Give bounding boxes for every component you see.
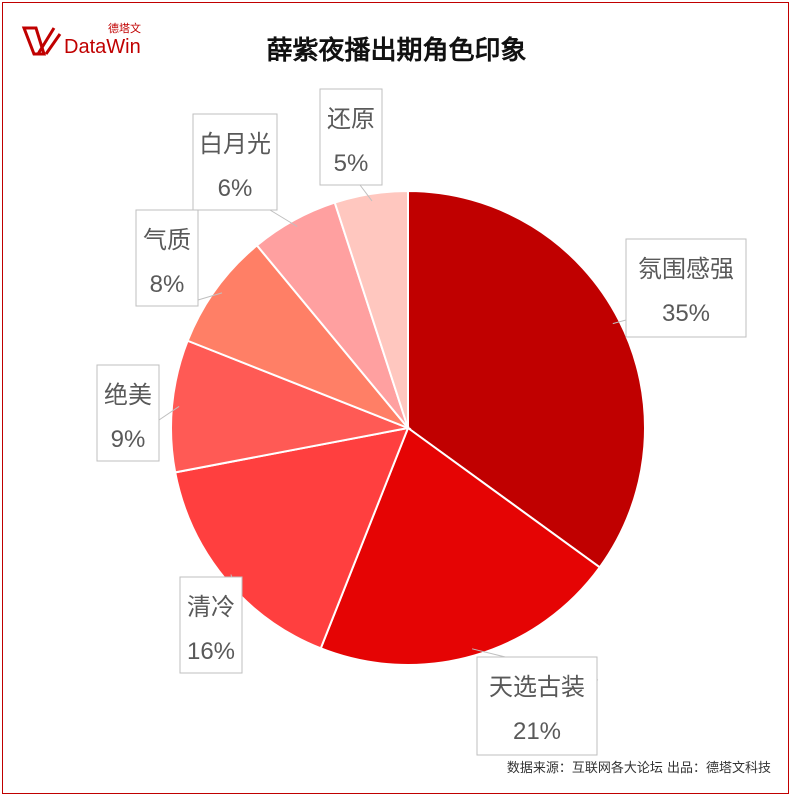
label-leader-line [269, 209, 298, 227]
logo: 德塔文 DataWin [16, 18, 146, 64]
chart-title: 薛紫夜播出期角色印象 [266, 36, 527, 66]
logo-cn-text: 德塔文 [108, 22, 141, 35]
label-leader-line [359, 184, 373, 202]
slice-label: 清冷 [187, 593, 235, 621]
datawin-logo-icon [21, 26, 62, 56]
pie-labels: 氛围感强 35% 天选古装 21% 清冷 16% 绝美 9% 气质 8% 白月光 6% 还原 5% [96, 88, 747, 756]
label-leader-line [158, 405, 180, 421]
label-box [179, 576, 243, 674]
slice-label: 绝美 [104, 381, 152, 409]
pie-slice-1 [407, 189, 646, 569]
slice-value-label: 8% [150, 271, 185, 298]
pie-slice-5 [186, 243, 409, 429]
label-box [135, 209, 199, 307]
label-leader-line [197, 292, 223, 301]
slice-label: 天选古装 [489, 673, 585, 701]
logo-en-text: DataWin [64, 36, 141, 58]
pie-slice-2 [319, 426, 602, 666]
slice-value-label: 16% [187, 638, 235, 665]
label-box [192, 113, 278, 211]
pie-slice-4 [170, 339, 412, 474]
slice-value-label: 9% [111, 426, 146, 453]
label-box [319, 88, 383, 186]
label-leader-line [612, 319, 627, 325]
label-box [96, 364, 160, 462]
slice-label: 还原 [327, 105, 375, 133]
slice-label: 气质 [143, 226, 191, 254]
data-source: 数据来源：互联网各大论坛 出品：德塔文科技 [506, 761, 771, 776]
slice-value-label: 5% [334, 150, 369, 177]
slice-label: 氛围感强 [638, 255, 734, 283]
slice-label: 白月光 [199, 130, 271, 158]
slice-value-label: 21% [513, 718, 561, 745]
slice-value-label: 6% [218, 175, 253, 202]
label-box [476, 656, 598, 756]
slice-value-label: 35% [662, 300, 710, 327]
label-box [625, 238, 747, 338]
pie-slices [170, 189, 646, 666]
pie-slice-7 [333, 189, 409, 429]
